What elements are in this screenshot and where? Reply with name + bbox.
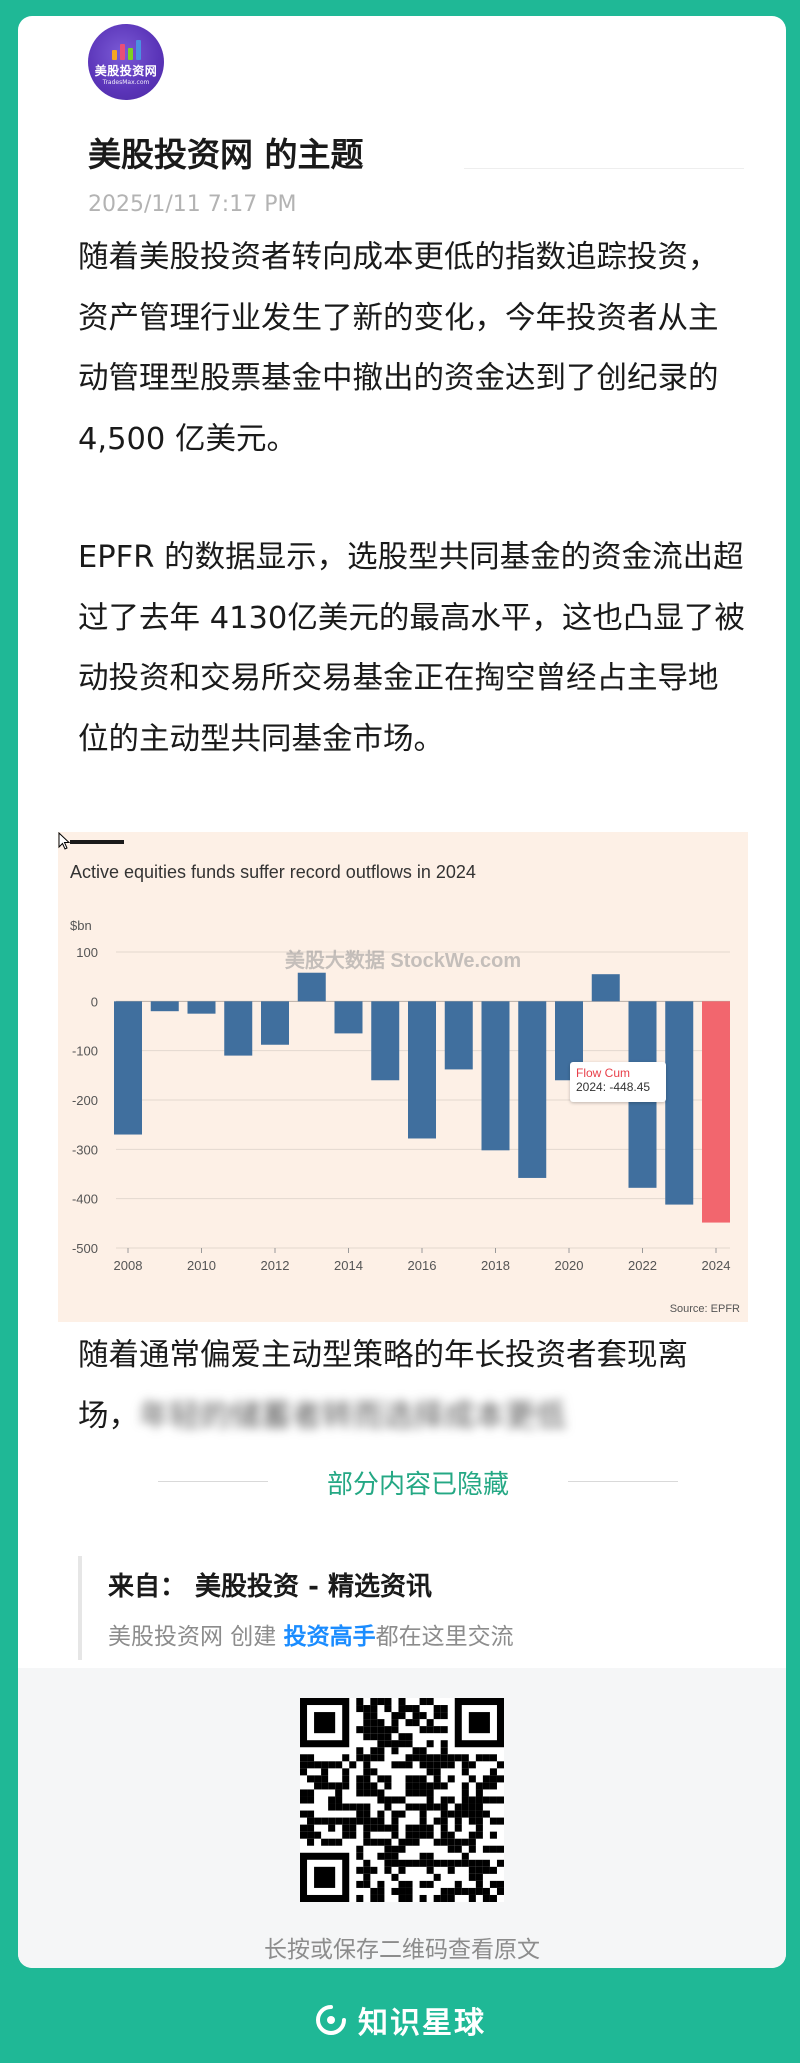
x-tick-label: 2008 [114,1258,143,1273]
chart-bar [518,1001,547,1178]
source-description: 美股投资网 创建 投资高手都在这里交流 [108,1617,514,1651]
x-tick-label: 2020 [555,1258,584,1273]
qr-code[interactable] [300,1698,504,1902]
x-tick-label: 2010 [187,1258,216,1273]
mouse-cursor-icon [58,832,71,850]
paragraph-blurred-text: 年轻的储蓄者转而选择成本更低 [139,1398,566,1434]
avatar[interactable]: 美股投资网 TradesMax.com [88,24,164,100]
chart-logo-icon [111,38,141,60]
chart-bar [444,1001,473,1070]
paragraph-visible-text: 随着通常偏爱主动型策略的年长投资者套现离场， [78,1338,688,1434]
chart-title-accent [70,840,124,844]
y-tick-label: -200 [72,1093,98,1108]
y-axis-label: $bn [70,918,92,933]
chart-bar [261,1001,289,1045]
chart-bar [371,1001,400,1081]
source-desc-prefix: 美股投资网 创建 [108,1624,284,1650]
divider [464,168,744,169]
chart-title: Active equities funds suffer record outf… [70,862,476,882]
y-tick-label: -400 [72,1192,98,1207]
article-paragraph-2: EPFR 的数据显示，选股型共同基金的资金流出超过了去年 4130亿美元的最高水… [78,540,745,757]
avatar-sublabel: TradesMax.com [102,79,150,86]
chart-bar [408,1001,436,1139]
qr-caption: 长按或保存二维码查看原文 [264,1937,540,1963]
hidden-content-label: 部分内容已隐藏 [326,1470,509,1500]
chart-bar [481,1001,510,1151]
chart-bar [591,974,620,1002]
chart-bar [224,1001,253,1056]
y-tick-label: 0 [91,994,98,1009]
x-tick-label: 2016 [408,1258,437,1273]
chart-bar [702,1001,730,1223]
x-tick-label: 2014 [334,1258,363,1273]
chart-bar [334,1001,363,1034]
footer-brand: 知识星球 [0,1980,800,2060]
x-tick-label: 2018 [481,1258,510,1273]
chart-watermark: 美股大数据 StockWe.com [284,950,522,972]
y-tick-label: 100 [76,945,98,960]
avatar-label: 美股投资网 [94,64,158,78]
footer-brand-label: 知识星球 [358,2006,486,2041]
tooltip-series: Flow Cum [576,1066,631,1080]
source-block[interactable]: 来自： 美股投资 - 精选资讯 美股投资网 创建 投资高手都在这里交流 [78,1556,514,1660]
article-paragraph-3: 随着通常偏爱主动型策略的年长投资者套现离场，年轻的储蓄者转而选择成本更低 [78,1326,748,1447]
x-tick-label: 2012 [261,1258,290,1273]
chart-bar [150,1001,179,1012]
planet-logo-icon [316,2005,346,2035]
bar-chart: Active equities funds suffer record outf… [58,832,748,1322]
page-title: 美股投资网 的主题 [88,135,364,174]
chart-tooltip: Flow Cum 2024: -448.45 [570,1062,666,1102]
chart-source: Source: EPFR [670,1303,740,1315]
chart-bar [297,972,326,1002]
post-date: 2025/1/11 7:17 PM [88,192,297,217]
x-tick-label: 2024 [702,1258,731,1273]
source-desc-suffix: 都在这里交流 [375,1624,514,1650]
x-tick-label: 2022 [628,1258,657,1273]
y-tick-label: -500 [72,1241,98,1256]
chart-bar [187,1001,216,1014]
source-desc-highlight[interactable]: 投资高手 [283,1624,376,1650]
tooltip-value: 2024: -448.45 [576,1080,651,1094]
divider [568,1481,678,1482]
chart-bar [665,1001,694,1205]
chart-bar [114,1001,142,1135]
qr-section: 长按或保存二维码查看原文 [18,1668,786,1968]
divider [158,1481,268,1482]
post-card: 美股投资网 TradesMax.com 美股投资网 的主题 2025/1/11 … [18,16,786,1968]
article-paragraph-1: 随着美股投资者转向成本更低的指数追踪投资，资产管理行业发生了新的变化，今年投资者… [78,240,719,457]
hidden-content-notice: 部分内容已隐藏 [158,1456,678,1506]
source-title: 来自： 美股投资 - 精选资讯 [108,1572,432,1602]
y-tick-label: -300 [72,1142,98,1157]
y-tick-label: -100 [72,1044,98,1059]
